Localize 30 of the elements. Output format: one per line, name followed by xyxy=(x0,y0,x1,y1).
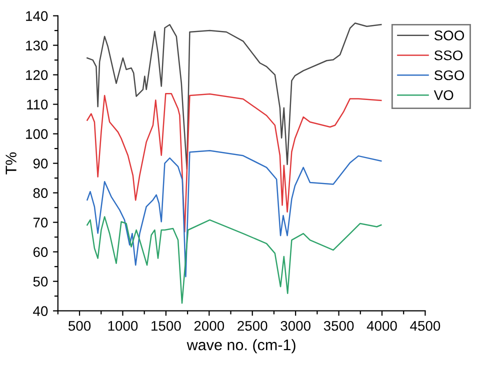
y-tick-label: 130 xyxy=(26,40,48,50)
x-tick-label: 4500 xyxy=(410,320,440,331)
y-tick-label: 70 xyxy=(33,218,48,228)
legend-label: SGO xyxy=(434,70,464,80)
y-tick-label: 140 xyxy=(26,11,48,21)
x-tick-label: 2000 xyxy=(194,320,224,331)
x-tick-label: 1500 xyxy=(152,320,181,331)
x-tick-label: 4000 xyxy=(366,320,397,331)
y-tick-label: 60 xyxy=(33,247,48,258)
line-series xyxy=(86,216,382,304)
line-series xyxy=(86,93,382,232)
legend-label: SSO xyxy=(434,50,462,60)
y-axis-title: T% xyxy=(6,152,16,174)
y-tick-label: 110 xyxy=(27,100,48,110)
y-tick-label: 90 xyxy=(33,158,48,168)
x-tick-label: 3000 xyxy=(280,320,310,331)
x-axis-title: wave no. (cm-1) xyxy=(186,339,296,354)
line-series xyxy=(86,150,382,278)
x-tick-label: 2500 xyxy=(238,320,268,331)
legend-label: VO xyxy=(434,90,454,100)
x-tick-label: 3500 xyxy=(324,320,354,331)
y-tick-label: 100 xyxy=(26,129,48,139)
y-tick-label: 40 xyxy=(33,306,48,316)
legend-label: SOO xyxy=(434,30,464,40)
y-tick-label: 80 xyxy=(33,188,48,198)
y-tick-label: 50 xyxy=(33,276,48,287)
x-tick-label: 500 xyxy=(68,320,91,331)
line-series xyxy=(86,22,382,170)
x-tick-label: 1000 xyxy=(108,320,138,331)
y-tick-label: 120 xyxy=(26,70,48,80)
